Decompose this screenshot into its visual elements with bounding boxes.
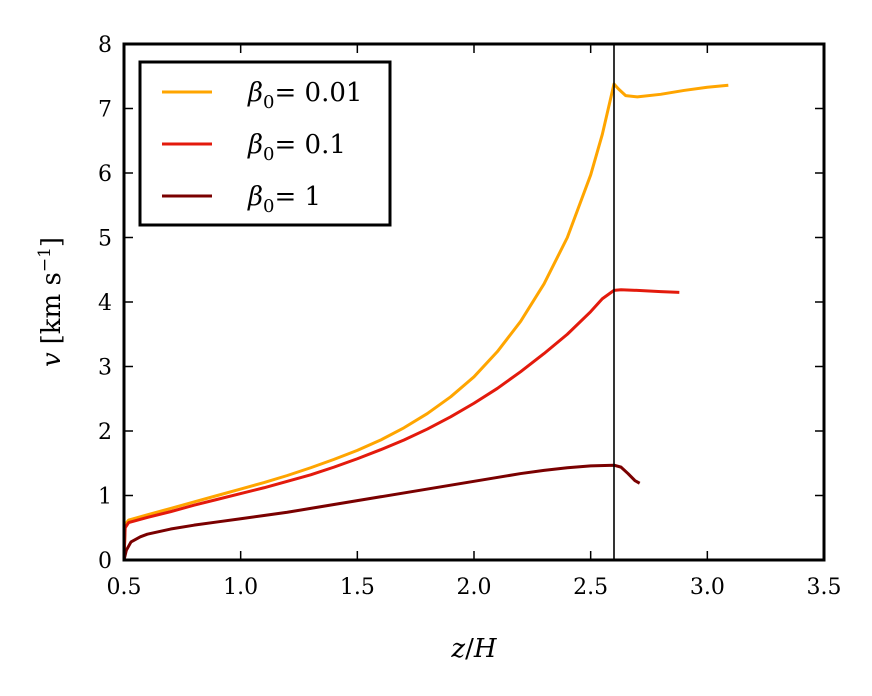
series-line-1 bbox=[124, 288, 680, 560]
legend-value: = 1 bbox=[274, 182, 321, 212]
y-axis-label: v [km s−1] bbox=[35, 237, 67, 367]
legend-symbol: β bbox=[247, 182, 263, 212]
y-axis-label-unit-exp: −1 bbox=[35, 247, 55, 272]
series-line-0 bbox=[124, 82, 729, 560]
series-lines bbox=[124, 82, 729, 560]
x-axis-label-var: z bbox=[450, 634, 465, 664]
y-tick-label: 3 bbox=[98, 356, 112, 381]
series-line-2 bbox=[124, 463, 641, 560]
y-axis-label-unit-open: [km s bbox=[37, 272, 67, 344]
plot-frame bbox=[122, 42, 826, 562]
x-tick-label: 1.5 bbox=[340, 575, 375, 600]
x-axis-label-sep: / bbox=[465, 634, 474, 664]
y-tick-label: 8 bbox=[98, 33, 112, 58]
y-tick-label: 2 bbox=[98, 420, 112, 445]
legend-symbol: β bbox=[247, 130, 263, 160]
x-axis-label: z/H bbox=[450, 634, 497, 664]
x-tick-label: 2.0 bbox=[457, 575, 492, 600]
legend-symbol: β bbox=[247, 78, 263, 108]
x-tick-label: 3.5 bbox=[807, 575, 842, 600]
legend-subscript: 0 bbox=[263, 144, 274, 165]
legend-label-2: β0= 1 bbox=[247, 182, 321, 217]
x-axis-label-den: H bbox=[473, 634, 498, 664]
y-tick-label: 1 bbox=[98, 485, 112, 510]
x-tick-label: 0.5 bbox=[107, 575, 142, 600]
legend-subscript: 0 bbox=[263, 196, 274, 217]
legend-label-0: β0= 0.01 bbox=[247, 78, 362, 113]
y-tick-label: 6 bbox=[98, 162, 112, 187]
tick-labels: 0.5 1.0 1.5 2.0 2.5 3.0 3.5 0 1 2 3 4 5 6 7 8 bbox=[98, 33, 842, 600]
legend-value: = 0.01 bbox=[274, 78, 362, 108]
y-tick-label: 7 bbox=[98, 98, 112, 123]
legend-value: = 0.1 bbox=[274, 130, 345, 160]
y-axis-label-unit-close: ] bbox=[37, 237, 67, 247]
legend-label-1: β0= 0.1 bbox=[247, 130, 346, 165]
legend-subscript: 0 bbox=[263, 92, 274, 113]
x-tick-label: 3.0 bbox=[690, 575, 725, 600]
x-tick-label: 1.0 bbox=[223, 575, 258, 600]
y-tick-label: 0 bbox=[98, 549, 112, 574]
y-tick-label: 4 bbox=[98, 291, 112, 316]
y-axis-label-var: v bbox=[37, 352, 67, 367]
y-tick-label: 5 bbox=[98, 227, 112, 252]
x-tick-label: 2.5 bbox=[573, 575, 608, 600]
